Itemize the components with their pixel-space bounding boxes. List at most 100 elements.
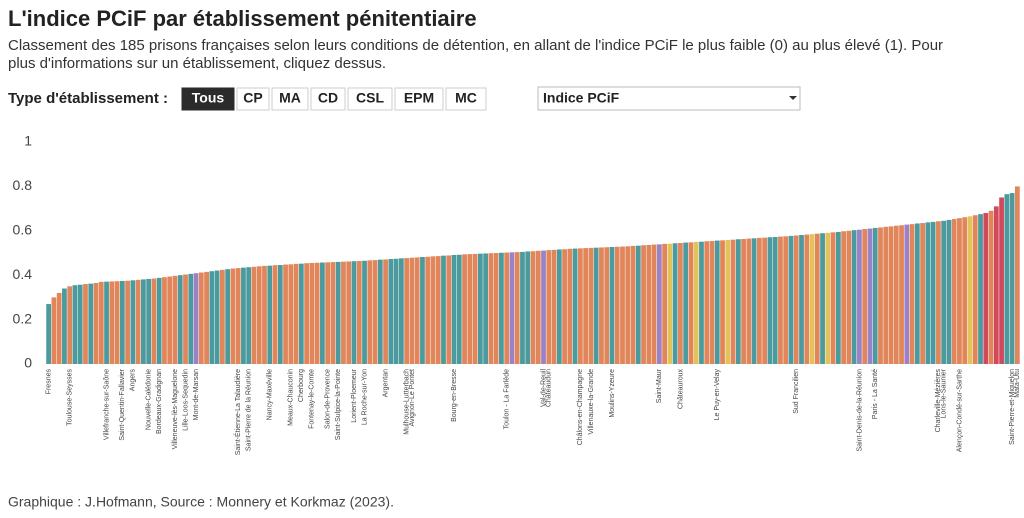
bar[interactable] — [314, 262, 320, 364]
bar[interactable] — [962, 217, 968, 364]
bar[interactable] — [630, 245, 636, 364]
bar[interactable] — [946, 219, 952, 364]
bar[interactable] — [98, 281, 104, 364]
bar[interactable] — [735, 239, 741, 364]
bar[interactable] — [135, 279, 141, 364]
bar[interactable] — [867, 228, 873, 364]
bar[interactable] — [377, 259, 383, 364]
bar[interactable] — [462, 254, 467, 364]
bar[interactable] — [293, 263, 299, 364]
bar[interactable] — [514, 252, 520, 364]
bar[interactable] — [857, 229, 862, 364]
bar[interactable] — [56, 292, 62, 364]
bar[interactable] — [341, 261, 346, 364]
bar[interactable] — [862, 229, 868, 364]
bar[interactable] — [356, 260, 362, 364]
bar[interactable] — [256, 266, 262, 364]
bar[interactable] — [572, 248, 578, 364]
bar[interactable] — [272, 265, 278, 364]
bar[interactable] — [814, 233, 820, 364]
bar[interactable] — [198, 272, 204, 364]
bar[interactable] — [414, 257, 420, 364]
dropdown[interactable] — [537, 86, 801, 111]
bar[interactable] — [304, 263, 309, 364]
bar[interactable] — [967, 216, 973, 364]
bar[interactable] — [846, 230, 852, 364]
bar[interactable] — [672, 243, 678, 364]
bar[interactable] — [809, 234, 815, 364]
bar[interactable] — [699, 241, 704, 364]
bar[interactable] — [593, 247, 599, 364]
bar[interactable] — [393, 258, 399, 364]
bar[interactable] — [72, 285, 78, 364]
bar[interactable] — [762, 237, 768, 364]
bar[interactable] — [251, 266, 257, 364]
bar[interactable] — [951, 219, 957, 364]
bar[interactable] — [530, 251, 536, 364]
bar[interactable] — [288, 264, 294, 364]
bar[interactable] — [230, 268, 236, 364]
filter-button[interactable] — [445, 87, 487, 111]
bar[interactable] — [493, 253, 499, 364]
bar[interactable] — [298, 263, 304, 364]
bar[interactable] — [704, 241, 710, 364]
bar[interactable] — [241, 267, 246, 364]
bar[interactable] — [614, 246, 620, 364]
bar[interactable] — [583, 248, 589, 364]
bar[interactable] — [741, 239, 746, 364]
bar[interactable] — [114, 281, 120, 364]
bar[interactable] — [988, 210, 994, 364]
bar[interactable] — [830, 232, 836, 364]
bar[interactable] — [620, 246, 625, 364]
bar[interactable] — [130, 280, 136, 364]
bar[interactable] — [499, 252, 504, 364]
bar[interactable] — [883, 226, 889, 364]
bar[interactable] — [367, 260, 373, 364]
bar[interactable] — [188, 273, 194, 364]
bar[interactable] — [177, 275, 183, 364]
bar[interactable] — [820, 233, 825, 364]
bar[interactable] — [635, 245, 641, 364]
bar[interactable] — [778, 236, 783, 364]
bar[interactable] — [146, 278, 152, 364]
bar[interactable] — [267, 265, 273, 364]
bar[interactable] — [246, 267, 252, 364]
bar[interactable] — [325, 262, 331, 364]
bar[interactable] — [641, 245, 646, 364]
bar[interactable] — [999, 197, 1004, 365]
bar[interactable] — [957, 218, 962, 364]
bar[interactable] — [835, 231, 841, 364]
bar[interactable] — [51, 297, 57, 364]
bar[interactable] — [788, 235, 794, 364]
filter-button[interactable] — [347, 87, 393, 111]
bar[interactable] — [162, 277, 167, 364]
bar[interactable] — [1004, 194, 1010, 364]
bar[interactable] — [688, 242, 694, 364]
bar[interactable] — [983, 213, 989, 364]
bar[interactable] — [1009, 193, 1015, 364]
bar[interactable] — [467, 254, 473, 364]
bar[interactable] — [546, 250, 552, 364]
bar[interactable] — [925, 222, 931, 364]
bar[interactable] — [320, 262, 325, 364]
bar[interactable] — [793, 235, 799, 364]
bar[interactable] — [893, 225, 899, 364]
bar[interactable] — [551, 249, 557, 364]
bar[interactable] — [693, 241, 699, 364]
bar[interactable] — [398, 258, 404, 364]
bar[interactable] — [851, 230, 857, 364]
bar[interactable] — [841, 231, 847, 364]
bar[interactable] — [751, 238, 757, 364]
bar[interactable] — [730, 239, 736, 364]
bar[interactable] — [283, 264, 288, 364]
bar[interactable] — [936, 221, 941, 364]
bar[interactable] — [746, 238, 752, 364]
filter-button[interactable] — [394, 87, 444, 111]
bar[interactable] — [156, 277, 162, 364]
bar[interactable] — [878, 227, 883, 364]
bar[interactable] — [451, 254, 457, 364]
bar[interactable] — [709, 241, 715, 364]
bar[interactable] — [141, 279, 146, 364]
bar[interactable] — [662, 243, 668, 364]
bar[interactable] — [409, 257, 415, 364]
